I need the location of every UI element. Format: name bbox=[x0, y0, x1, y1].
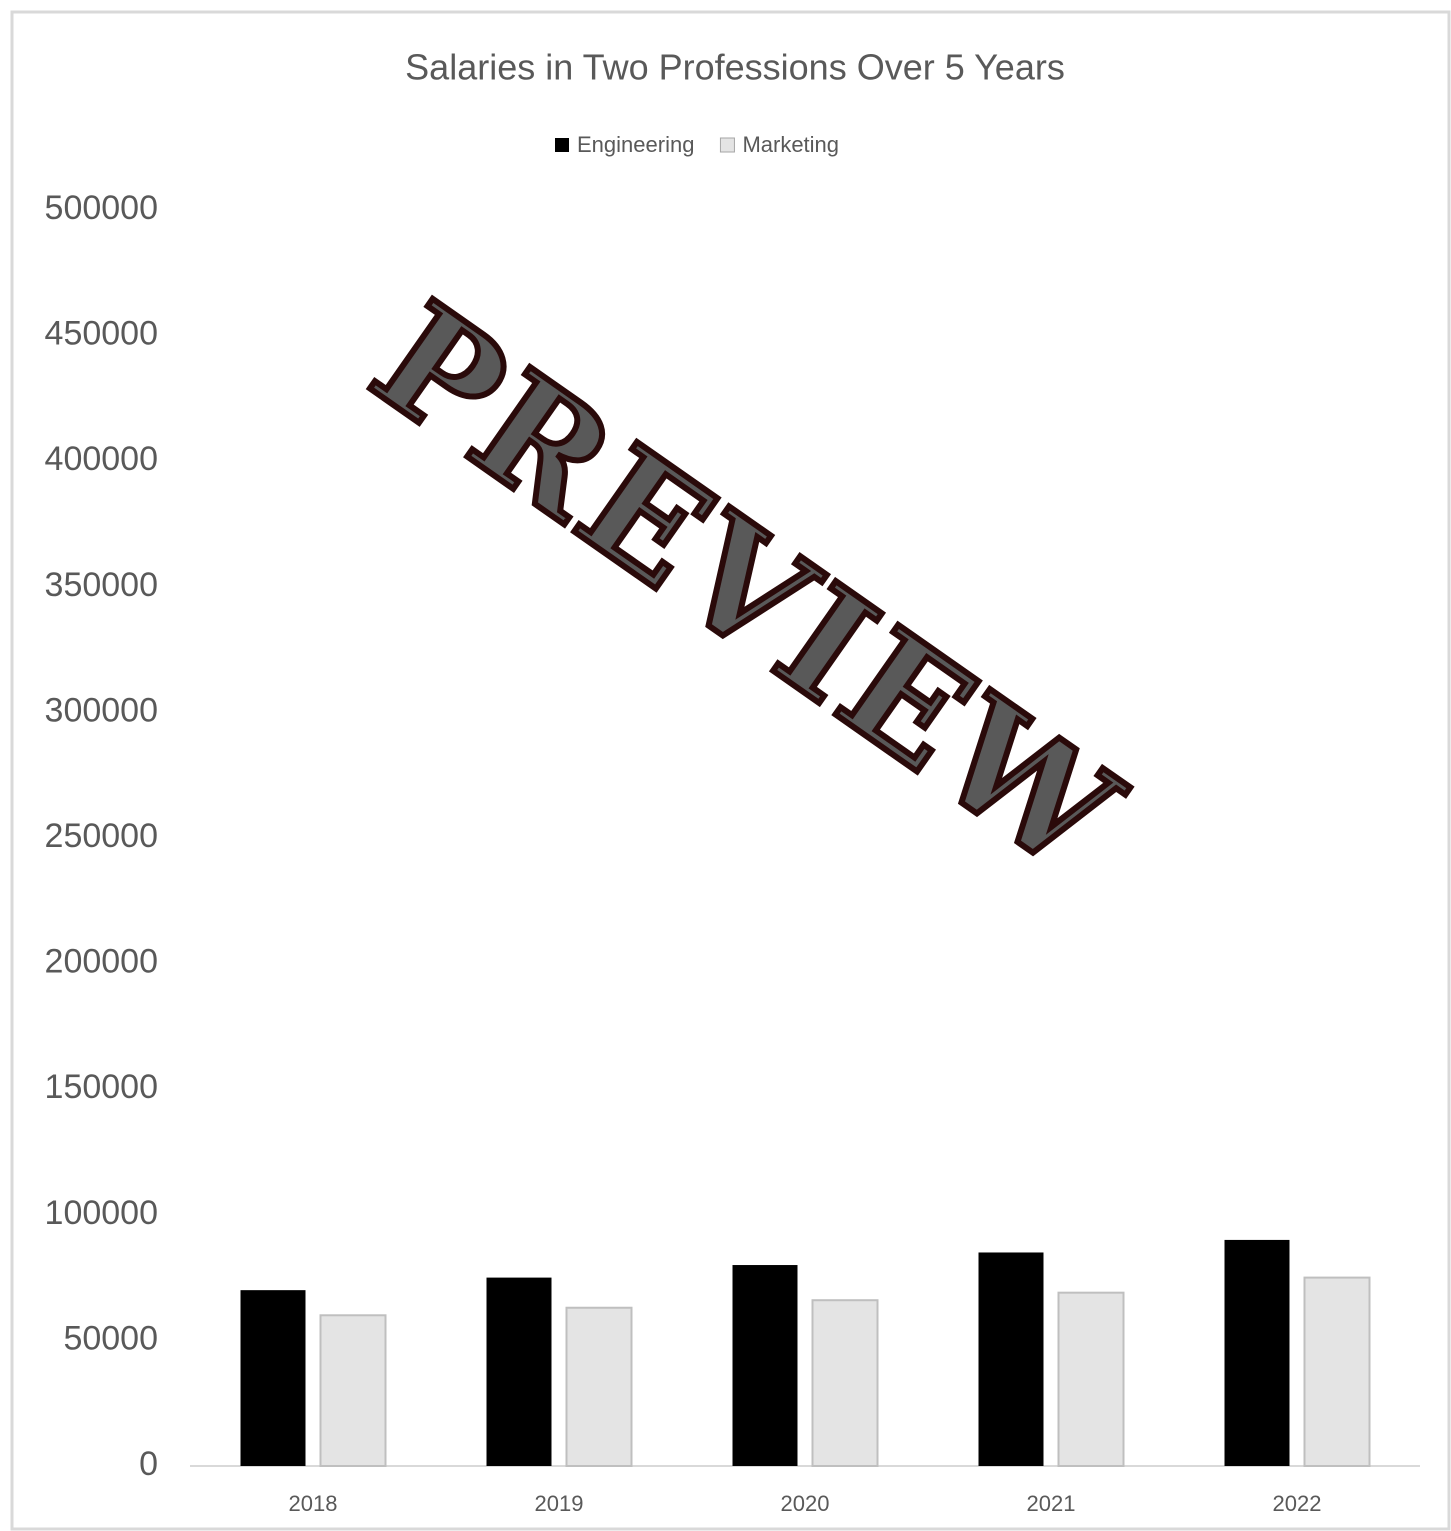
y-tick-label: 450000 bbox=[45, 315, 158, 353]
bar bbox=[240, 1290, 306, 1466]
legend-label: Marketing bbox=[742, 132, 839, 157]
y-tick-label: 300000 bbox=[45, 691, 158, 729]
x-tick-label: 2022 bbox=[1273, 1491, 1322, 1516]
y-tick-label: 500000 bbox=[45, 189, 158, 227]
bar bbox=[1303, 1276, 1371, 1467]
y-tick-label: 0 bbox=[139, 1445, 158, 1483]
bar bbox=[811, 1299, 879, 1468]
y-tick-label: 350000 bbox=[45, 566, 158, 604]
legend-swatch bbox=[555, 138, 569, 152]
y-tick-label: 250000 bbox=[45, 817, 158, 855]
y-tick-label: 100000 bbox=[45, 1194, 158, 1232]
bar bbox=[319, 1314, 387, 1468]
bar bbox=[1224, 1239, 1290, 1466]
bar bbox=[978, 1252, 1044, 1466]
y-tick-label: 400000 bbox=[45, 440, 158, 478]
chart-frame bbox=[10, 10, 1451, 1531]
legend-label: Engineering bbox=[577, 132, 694, 157]
y-tick-label: 200000 bbox=[45, 943, 158, 981]
chart-title: Salaries in Two Professions Over 5 Years bbox=[405, 47, 1065, 88]
x-tick-label: 2020 bbox=[781, 1491, 830, 1516]
bar bbox=[1057, 1291, 1125, 1467]
y-tick-label: 150000 bbox=[45, 1068, 158, 1106]
bar bbox=[565, 1306, 633, 1468]
y-tick-label: 50000 bbox=[63, 1319, 158, 1357]
bar bbox=[732, 1265, 798, 1466]
legend-swatch bbox=[719, 137, 735, 153]
x-tick-label: 2018 bbox=[289, 1491, 338, 1516]
x-tick-label: 2019 bbox=[535, 1491, 584, 1516]
bar bbox=[486, 1277, 552, 1466]
x-tick-label: 2021 bbox=[1027, 1491, 1076, 1516]
